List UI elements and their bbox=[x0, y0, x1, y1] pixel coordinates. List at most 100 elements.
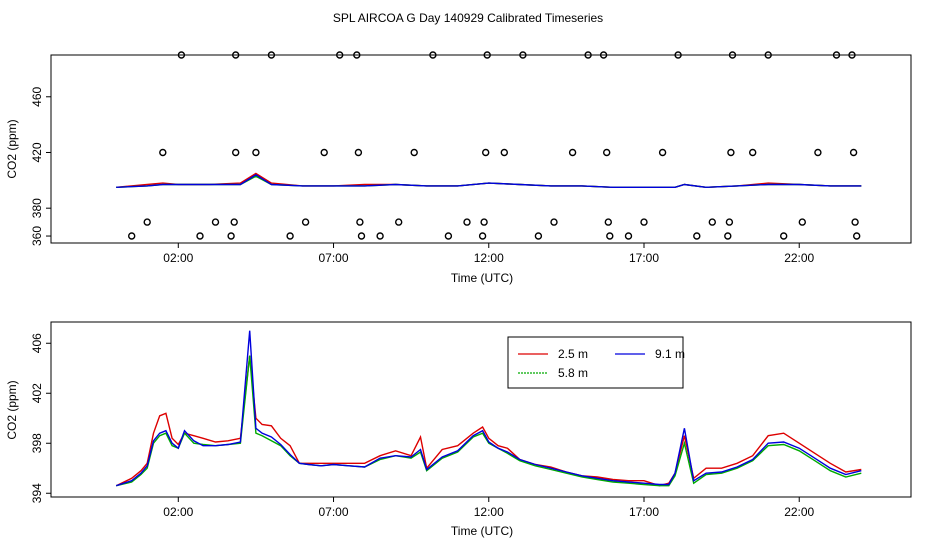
scatter-point bbox=[410, 148, 418, 157]
scatter-point bbox=[143, 218, 151, 226]
bottom-x-tick-label: 12:00 bbox=[474, 505, 504, 519]
scatter-point bbox=[603, 148, 611, 157]
scatter-point bbox=[354, 148, 363, 157]
scatter-point bbox=[851, 218, 859, 226]
top-x-tick-label: 07:00 bbox=[319, 251, 349, 265]
bottom-series-line-5-8-m bbox=[116, 355, 862, 487]
scatter-point bbox=[480, 218, 488, 226]
scatter-point bbox=[395, 218, 403, 226]
top-points-group bbox=[127, 51, 861, 240]
bottom-plot-frame bbox=[50, 321, 912, 498]
bottom-panel: 02:00 07:00 12:00 17:00 22:00 394 398 402 406 T… bbox=[5, 321, 912, 538]
top-x-tick-label: 22:00 bbox=[784, 251, 814, 265]
scatter-point bbox=[211, 218, 220, 226]
bottom-y-axis-label: CO2 (ppm) bbox=[5, 380, 19, 439]
scatter-point bbox=[336, 51, 344, 59]
legend: 2.5 m 5.8 m 9.1 m bbox=[507, 336, 685, 389]
scatter-point bbox=[604, 218, 612, 226]
top-plot-frame bbox=[50, 54, 912, 244]
scatter-point bbox=[320, 148, 328, 157]
scatter-point bbox=[550, 218, 558, 226]
top-y-tick-label: 380 bbox=[30, 198, 44, 218]
scatter-point bbox=[353, 51, 361, 59]
scatter-point bbox=[483, 51, 491, 59]
scatter-point bbox=[727, 148, 735, 157]
scatter-point bbox=[177, 51, 186, 59]
top-x-tick-label: 12:00 bbox=[474, 251, 504, 265]
legend-box bbox=[507, 336, 684, 389]
bottom-x-axis: 02:00 07:00 12:00 17:00 22:00 bbox=[163, 497, 815, 519]
bottom-y-axis: 394 398 402 406 bbox=[30, 333, 51, 503]
scatter-point bbox=[749, 148, 757, 157]
top-series-group bbox=[116, 172, 862, 189]
bottom-series-line-9-1-m bbox=[115, 330, 862, 487]
legend-label-2-5m: 2.5 m bbox=[558, 347, 588, 361]
bottom-series-group bbox=[115, 330, 862, 487]
legend-label-9-1m: 9.1 m bbox=[655, 347, 685, 361]
scatter-point bbox=[780, 232, 788, 240]
scatter-point bbox=[286, 232, 294, 240]
top-x-axis: 02:00 07:00 12:00 17:00 22:00 bbox=[163, 243, 815, 265]
top-series-line-9-1-m bbox=[116, 173, 862, 189]
bottom-x-tick-label: 02:00 bbox=[163, 505, 193, 519]
scatter-point bbox=[376, 232, 384, 240]
scatter-point bbox=[534, 232, 543, 240]
scatter-point bbox=[301, 218, 310, 226]
scatter-point bbox=[606, 232, 614, 240]
scatter-point bbox=[725, 218, 734, 226]
scatter-point bbox=[674, 51, 682, 59]
bottom-x-tick-label: 22:00 bbox=[784, 505, 814, 519]
scatter-point bbox=[230, 218, 238, 226]
top-y-axis-label: CO2 (ppm) bbox=[5, 119, 19, 178]
scatter-point bbox=[127, 232, 136, 240]
scatter-point bbox=[500, 148, 508, 157]
scatter-point bbox=[231, 148, 240, 157]
top-y-tick-label: 460 bbox=[30, 86, 44, 106]
scatter-point bbox=[356, 218, 364, 226]
scatter-point bbox=[267, 51, 276, 59]
scatter-point bbox=[444, 232, 453, 240]
scatter-point bbox=[584, 51, 592, 59]
top-x-tick-label: 02:00 bbox=[163, 251, 193, 265]
bottom-series-line-2-5-m bbox=[115, 355, 862, 487]
top-panel: 02:00 07:00 12:00 17:00 22:00 360 380 420 460 T… bbox=[5, 51, 912, 285]
scatter-point bbox=[724, 232, 732, 240]
bottom-y-tick-label: 402 bbox=[30, 383, 44, 403]
scatter-point bbox=[519, 51, 527, 59]
scatter-point bbox=[357, 232, 366, 240]
bottom-x-tick-label: 07:00 bbox=[319, 505, 349, 519]
chart-title: SPL AIRCOA G Day 140929 Calibrated Times… bbox=[333, 11, 603, 25]
top-y-axis: 360 380 420 460 bbox=[30, 86, 51, 246]
scatter-point bbox=[798, 218, 806, 226]
scatter-point bbox=[463, 218, 471, 226]
top-y-tick-label: 420 bbox=[30, 142, 44, 162]
scatter-point bbox=[764, 51, 772, 59]
bottom-x-tick-label: 17:00 bbox=[629, 505, 659, 519]
scatter-point bbox=[658, 148, 667, 157]
scatter-point bbox=[849, 148, 858, 157]
scatter-point bbox=[728, 51, 737, 59]
scatter-point bbox=[832, 51, 841, 59]
scatter-point bbox=[640, 218, 648, 226]
scatter-point bbox=[814, 148, 822, 157]
scatter-point bbox=[227, 232, 235, 240]
scatter-point bbox=[848, 51, 856, 59]
bottom-y-tick-label: 394 bbox=[30, 483, 44, 503]
top-x-axis-label: Time (UTC) bbox=[451, 271, 513, 285]
bottom-y-tick-label: 398 bbox=[30, 433, 44, 453]
scatter-point bbox=[159, 148, 167, 157]
scatter-point bbox=[231, 51, 240, 59]
scatter-point bbox=[482, 148, 490, 157]
scatter-point bbox=[693, 232, 701, 240]
legend-label-5-8m: 5.8 m bbox=[558, 366, 588, 380]
scatter-point bbox=[599, 51, 608, 59]
bottom-y-tick-label: 406 bbox=[30, 333, 44, 353]
scatter-point bbox=[568, 148, 577, 157]
scatter-point bbox=[429, 51, 437, 59]
scatter-point bbox=[196, 232, 204, 240]
scatter-point bbox=[252, 148, 260, 157]
bottom-x-axis-label: Time (UTC) bbox=[451, 524, 513, 538]
top-y-tick-label: 360 bbox=[30, 226, 44, 246]
scatter-point bbox=[853, 232, 861, 240]
